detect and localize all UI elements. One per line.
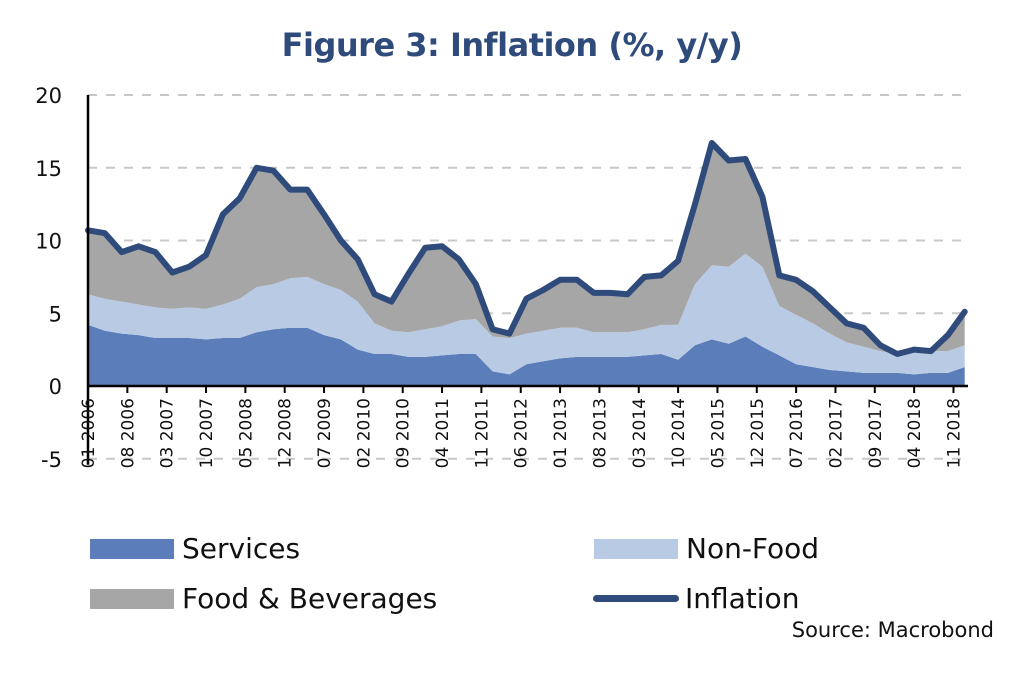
- legend-item-food-beverages: Food & Beverages: [90, 582, 437, 615]
- inflation-line-layer: [85, 140, 968, 357]
- x-tick-label: 05 2008: [236, 398, 256, 468]
- x-tick-labels: 01 2006 08 2006 03 2007 10 2007 05 2008 12 20…: [79, 398, 964, 468]
- y-tick-label: 10: [35, 230, 62, 254]
- x-tick-label: 06 2012: [512, 398, 532, 468]
- x-tick-label: 12 2008: [276, 398, 296, 468]
- legend-swatch-services: [90, 538, 174, 559]
- legend-swatch-non-food: [594, 538, 678, 559]
- x-tick-label: 01 2013: [551, 398, 571, 468]
- x-tick-label: 02 2010: [354, 398, 374, 468]
- y-tick-label: -5: [41, 448, 62, 472]
- legend-item-non-food: Non-Food: [594, 532, 819, 565]
- legend-label-non-food: Non-Food: [686, 532, 820, 565]
- x-tick-label: 12 2015: [748, 398, 768, 468]
- legend-label-inflation: Inflation: [685, 582, 800, 615]
- legend-line-inflation: [593, 595, 679, 602]
- source-note: Source: Macrobond: [791, 618, 994, 642]
- area-non-food: [88, 253, 965, 375]
- legend-label-food-beverages: Food & Beverages: [182, 582, 438, 615]
- x-tick-label: 02 2017: [826, 398, 846, 468]
- x-tick-label: 09 2017: [866, 398, 886, 468]
- x-tick-label: 07 2016: [787, 398, 807, 468]
- x-tick-label: 11 2011: [472, 398, 492, 468]
- area-services: [88, 324, 965, 386]
- x-tick-label: 04 2011: [433, 398, 453, 468]
- y-tick-label: 5: [49, 302, 62, 326]
- x-tick-label: 11 2018: [944, 398, 964, 468]
- legend-item-services: Services: [90, 532, 300, 565]
- x-tick-label: 10 2007: [197, 398, 217, 468]
- y-tick-label: 0: [49, 375, 62, 399]
- x-tick-label: 05 2015: [708, 398, 728, 468]
- legend-label-services: Services: [182, 532, 301, 565]
- x-tick-label: 01 2006: [79, 398, 99, 468]
- y-tick-label: 20: [35, 84, 62, 108]
- x-tick-label: 10 2014: [669, 398, 689, 468]
- legend-item-inflation: Inflation: [593, 582, 799, 615]
- stacked-areas: [88, 143, 965, 386]
- x-tick-label: 09 2010: [394, 398, 414, 468]
- legend-swatch-food-beverages: [90, 588, 174, 609]
- x-tick-label: 03 2007: [158, 398, 178, 468]
- chart-title: Figure 3: Inflation (%, y/y): [281, 26, 743, 64]
- area-food-beverages: [88, 143, 965, 354]
- x-tick-label: 07 2009: [315, 398, 335, 468]
- y-tick-label: 15: [35, 157, 62, 181]
- y-tick-labels: 20 15 10 5 0 -5: [35, 84, 62, 472]
- x-tick-label: 08 2013: [590, 398, 610, 468]
- x-tick-label: 03 2014: [630, 398, 650, 468]
- axes: [86, 95, 968, 465]
- x-tick-label: 08 2006: [118, 398, 138, 468]
- x-tick-label: 04 2018: [905, 398, 925, 468]
